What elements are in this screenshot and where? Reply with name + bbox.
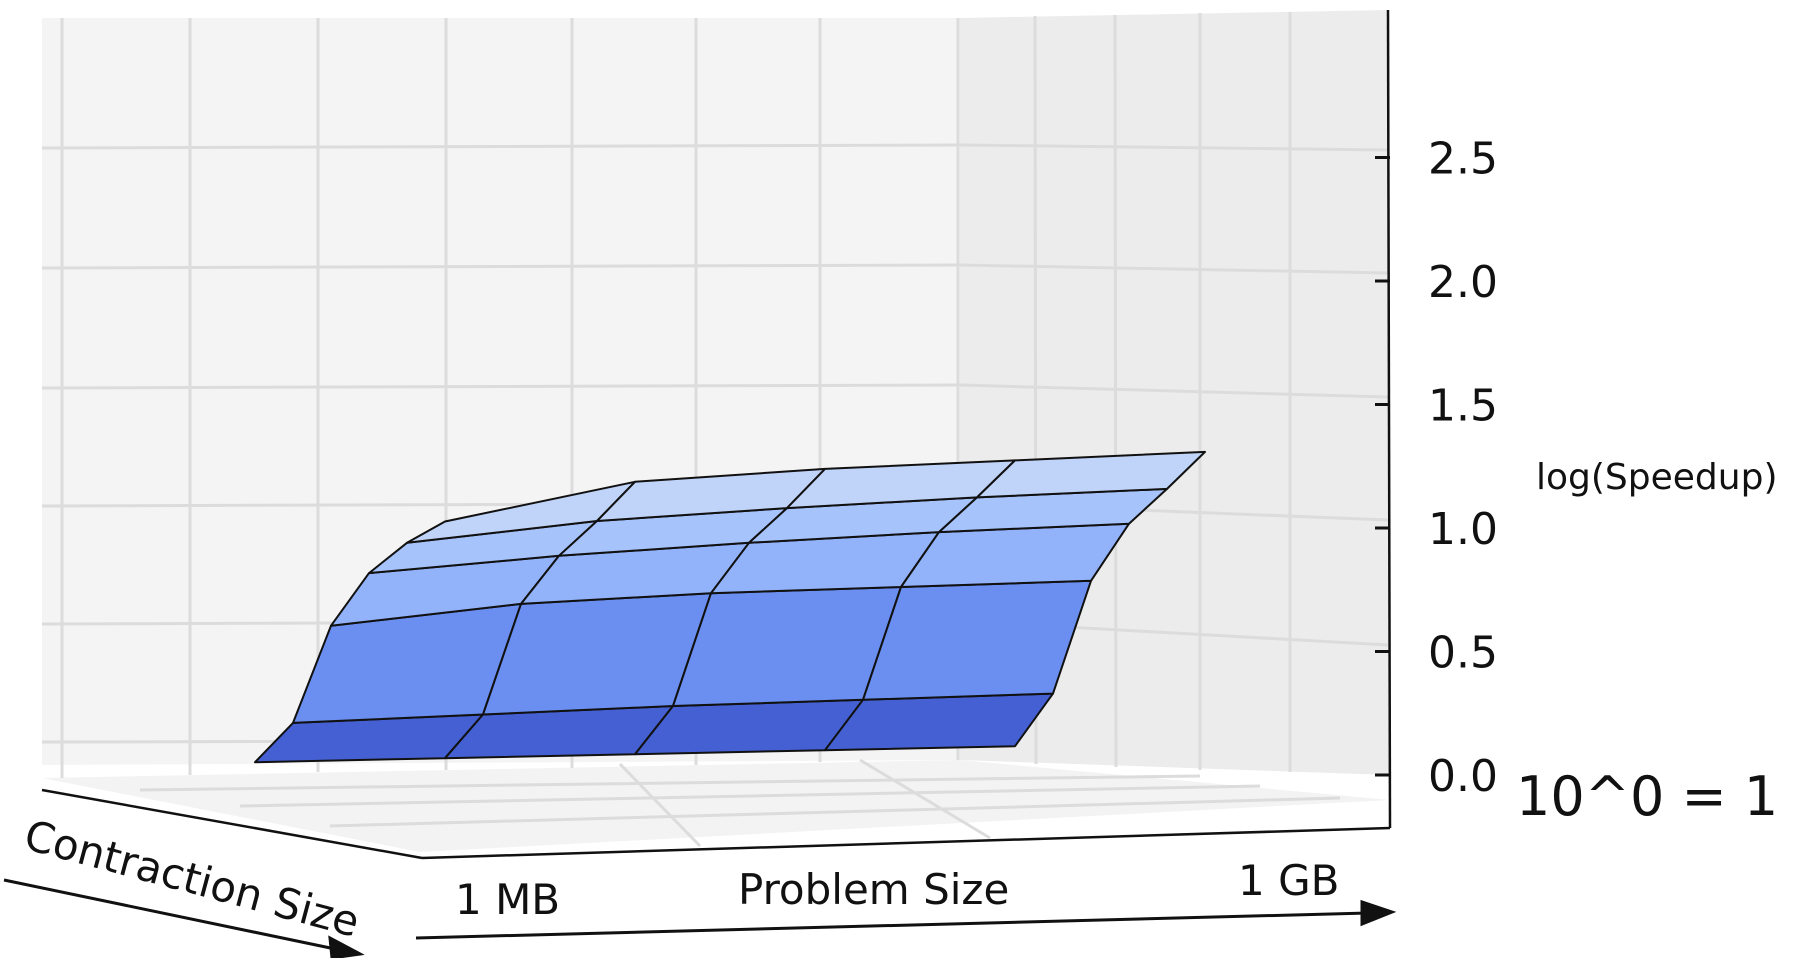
z-tick-label: 2.0 [1428, 257, 1498, 308]
axes-frame [41, 9, 1392, 860]
z-tick-label: 0.0 [1428, 751, 1498, 802]
z-tick-label: 2.5 [1428, 134, 1498, 185]
grid-line [41, 383, 961, 390]
floor-pane [42, 760, 1390, 852]
x-tick-label-right: 1 GB [1238, 856, 1339, 905]
grid-line [959, 143, 1389, 152]
z-tick-label: 0.5 [1428, 628, 1498, 679]
z-axis-label: log(Speedup) [1536, 457, 1778, 498]
grid-line [618, 762, 702, 848]
grid-line [239, 784, 1261, 808]
floor-front-edge [41, 788, 423, 860]
axis-arrows [3, 878, 1397, 960]
grid-line [139, 774, 1201, 792]
grid-line [959, 383, 1389, 399]
surface [254, 450, 1206, 764]
grid-line [959, 263, 1389, 275]
y-axis-arrow-line [3, 878, 341, 952]
x-axis-label: Problem Size [738, 865, 1009, 914]
grid-line [859, 758, 991, 840]
grid-line [41, 263, 961, 270]
annotation-text: 10^0 = 1 [1516, 765, 1778, 828]
z-tick-label: 1.5 [1428, 381, 1498, 432]
grid-line [329, 796, 1341, 828]
x-axis-arrow-head [1360, 899, 1397, 927]
z-axis-line [1386, 9, 1392, 829]
floor-right-edge [421, 826, 1391, 860]
grid-line [1113, 14, 1118, 768]
grid-line [41, 143, 961, 150]
x-axis-arrow-line [415, 911, 1369, 940]
z-ticks: 0.0 0.5 1.0 1.5 2.0 2.5 [1375, 134, 1498, 802]
surface-facet [976, 450, 1206, 499]
y-axis-arrow-head [328, 935, 365, 960]
surface-facet [862, 579, 1092, 701]
z-tick-label: 1.0 [1428, 504, 1498, 555]
x-tick-label-left: 1 MB [455, 875, 560, 924]
